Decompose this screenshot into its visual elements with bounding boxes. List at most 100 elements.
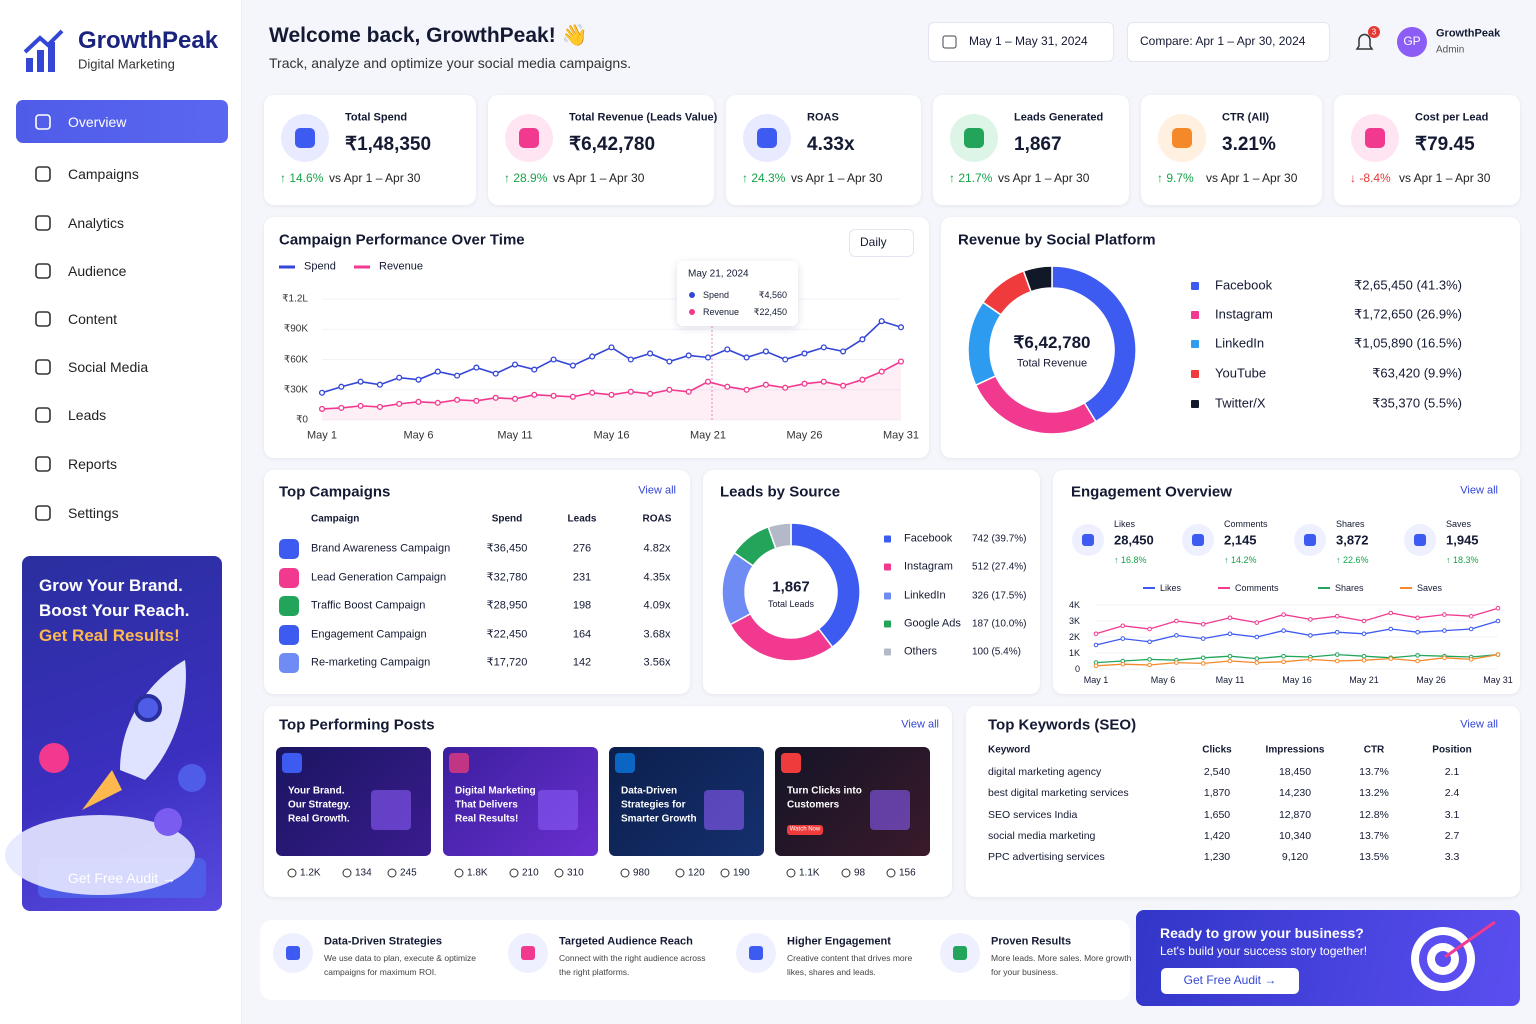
feature-desc: We use data to plan, execute & optimize: [324, 953, 476, 964]
metric-value: 3,872: [1336, 532, 1369, 548]
legend-label: Comments: [1235, 582, 1279, 593]
metric-change: ↑ 18.3%: [1446, 554, 1479, 565]
leads-card: [703, 470, 1040, 694]
x-tick-label: May 16: [1282, 674, 1312, 685]
compare-range[interactable]: Compare: Apr 1 – Apr 30, 2024: [1140, 34, 1306, 49]
cta-button[interactable]: [1161, 968, 1299, 994]
legend-label: LinkedIn: [904, 589, 946, 602]
table-cell: 3.68x: [643, 628, 671, 641]
nav-item[interactable]: Campaigns: [68, 165, 139, 182]
kpi-value: ₹6,42,780: [569, 134, 656, 156]
legend-value: 512 (27.4%): [972, 561, 1027, 573]
y-tick-label: ₹60K: [283, 353, 308, 365]
kpi-period: vs Apr 1 – Apr 30: [998, 171, 1090, 186]
compare-picker[interactable]: [1127, 22, 1330, 62]
column-header: Leads: [567, 513, 597, 525]
x-tick-label: May 1: [307, 429, 337, 442]
table-cell: ₹17,720: [486, 656, 528, 669]
table-cell: social media marketing: [988, 829, 1096, 842]
metric-change: ↑ 16.8%: [1114, 554, 1147, 565]
x-tick-label: May 6: [403, 429, 434, 442]
legend-label: LinkedIn: [1215, 335, 1265, 351]
date-picker[interactable]: [928, 22, 1114, 62]
legend-label: Spend: [304, 260, 336, 273]
post-text: Real Results!: [455, 813, 519, 825]
date-range[interactable]: May 1 – May 31, 2024: [969, 34, 1088, 49]
view-all-link[interactable]: View all: [638, 484, 676, 497]
nav-item[interactable]: Overview: [68, 113, 127, 130]
legend-label: Saves: [1417, 582, 1443, 593]
nav-item[interactable]: Settings: [68, 504, 119, 521]
granularity-select[interactable]: [849, 229, 914, 257]
post-stat: 1.2K: [300, 867, 321, 879]
column-header: Clicks: [1202, 744, 1232, 756]
promo-button-label[interactable]: Get Free Audit →: [67, 869, 177, 886]
table-cell: Traffic Boost Campaign: [311, 599, 426, 612]
legend-value: 326 (17.5%): [972, 590, 1027, 602]
column-header: Position: [1432, 744, 1472, 756]
brand-name: GrowthPeak: [78, 27, 219, 55]
cta-button-label[interactable]: Get Free Audit →: [1183, 973, 1277, 988]
kpi-value: 1,867: [1014, 134, 1062, 156]
view-all-link[interactable]: View all: [1460, 718, 1498, 731]
nav-item[interactable]: Content: [68, 310, 118, 327]
legend-label: Others: [904, 645, 938, 658]
kpi-label: Leads Generated: [1014, 111, 1104, 124]
legend-label: Google Ads: [904, 617, 961, 630]
table-cell: Brand Awareness Campaign: [311, 542, 451, 555]
table-cell: 3.3: [1444, 851, 1460, 864]
table-cell: 12.8%: [1359, 808, 1389, 821]
legend-label: Facebook: [904, 532, 953, 545]
column-header: Impressions: [1265, 744, 1325, 756]
kpi-change: ↓ -8.4%: [1350, 171, 1391, 186]
x-tick-label: May 31: [1483, 674, 1513, 685]
legend-label: Shares: [1335, 582, 1364, 593]
nav-item[interactable]: Analytics: [68, 214, 125, 231]
granularity[interactable]: Daily: [860, 235, 887, 250]
kpi-period: vs Apr 1 – Apr 30: [329, 171, 421, 186]
nav-item[interactable]: Social Media: [68, 358, 149, 375]
card-title: Revenue by Social Platform: [958, 231, 1156, 249]
kpi-change: ↑ 9.7%: [1157, 171, 1194, 186]
post-stat: 120: [688, 867, 705, 879]
post-stat: 210: [522, 867, 539, 879]
legend-label: Instagram: [904, 560, 953, 573]
donut-center-label: Total Leads: [767, 598, 815, 609]
kpi-label: ROAS: [807, 111, 839, 124]
kpi-label: Total Revenue (Leads Value): [569, 111, 718, 124]
nav-item[interactable]: Leads: [68, 406, 107, 423]
table-cell: 13.5%: [1359, 851, 1389, 864]
user-name[interactable]: GrowthPeak: [1436, 27, 1501, 40]
post-text: Our Strategy.: [288, 799, 351, 811]
metric-change: ↑ 14.2%: [1224, 554, 1257, 565]
x-tick-label: May 11: [1215, 674, 1245, 685]
nav-item[interactable]: Audience: [68, 262, 127, 279]
legend-label: Revenue: [379, 260, 424, 273]
legend-value: ₹1,72,650 (26.9%): [1353, 306, 1462, 322]
table-cell: 4.09x: [643, 599, 671, 612]
x-tick-label: May 26: [786, 429, 823, 442]
metric-change: ↑ 22.6%: [1336, 554, 1369, 565]
table-cell: ₹32,780: [486, 571, 528, 584]
column-header: Keyword: [988, 744, 1031, 756]
table-cell: 164: [572, 628, 592, 641]
post-stat: 98: [854, 867, 866, 879]
table-cell: 13.2%: [1359, 787, 1389, 800]
table-cell: ₹22,450: [486, 628, 528, 641]
card-title: Top Campaigns: [279, 483, 391, 501]
post-text: Turn Clicks into: [787, 785, 862, 797]
table-cell: 2.4: [1444, 787, 1460, 800]
feature-title: Targeted Audience Reach: [559, 935, 693, 948]
y-tick-label: ₹30K: [283, 384, 308, 395]
view-all-link[interactable]: View all: [1460, 484, 1498, 497]
metric-label: Shares: [1336, 518, 1365, 529]
page-title: Welcome back, GrowthPeak! 👋: [269, 23, 588, 47]
post-stat: 1.1K: [799, 867, 820, 879]
feature-title: Data-Driven Strategies: [324, 935, 442, 948]
table-cell: 198: [572, 599, 592, 612]
table-cell: 142: [572, 656, 592, 669]
legend-label: Likes: [1160, 582, 1182, 593]
view-all-link[interactable]: View all: [901, 718, 939, 731]
nav-item[interactable]: Reports: [68, 455, 118, 472]
